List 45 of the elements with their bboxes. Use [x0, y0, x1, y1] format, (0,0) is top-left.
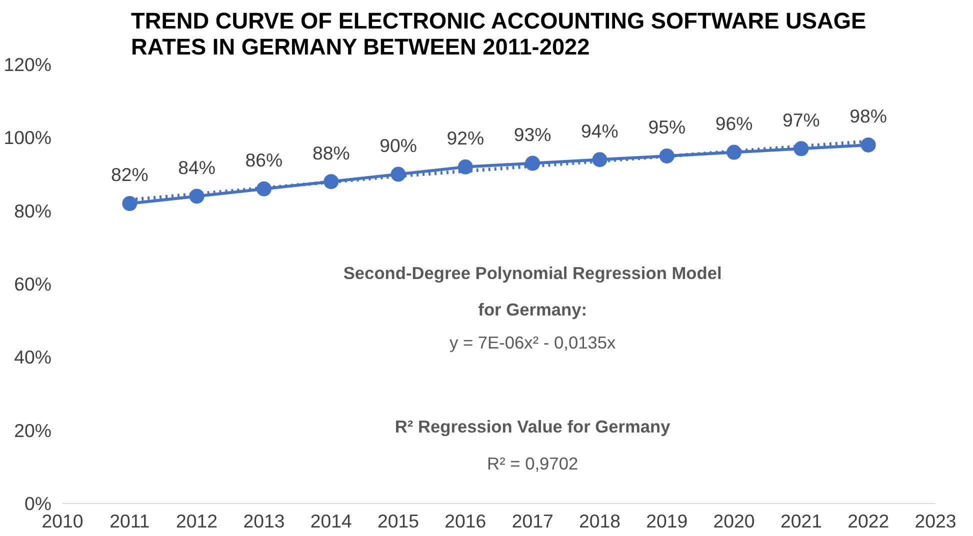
x-tick-label: 2023	[914, 510, 956, 532]
data-label: 90%	[380, 134, 417, 156]
annotation: R² = 0,9702	[487, 453, 578, 474]
data-label: 96%	[715, 113, 753, 134]
y-tick-label: 100%	[4, 127, 52, 148]
point	[659, 148, 674, 164]
data-label: 92%	[446, 128, 484, 149]
x-tick-label: 2015	[378, 510, 420, 532]
point	[122, 196, 138, 212]
point	[256, 181, 272, 196]
data-label: 97%	[782, 109, 820, 130]
annotation: y = 7E-06x² - 0,0135x	[450, 332, 616, 353]
annotation: Second-Degree Polynomial Regression Model	[343, 263, 722, 284]
x-tick-label: 2017	[512, 510, 554, 532]
data-label: 84%	[178, 156, 216, 178]
x-tick-label: 2021	[780, 510, 822, 532]
x-tick-label: 2020	[713, 510, 755, 532]
point	[324, 174, 339, 190]
point	[860, 137, 876, 152]
x-tick-label: 2012	[176, 510, 218, 532]
data-label: 86%	[245, 150, 283, 171]
data-label: 94%	[581, 120, 618, 142]
point	[525, 156, 540, 171]
annotation: R² Regression Value for Germany	[394, 416, 671, 437]
data-label: 93%	[514, 124, 552, 145]
x-tick-label: 2013	[243, 510, 285, 532]
point	[458, 159, 473, 174]
data-label: 88%	[312, 142, 350, 164]
data-label: 98%	[850, 106, 888, 127]
x-tick-label: 2022	[848, 510, 890, 532]
chart-title: TREND CURVE OF ELECTRONIC ACCOUNTING SOFTWARE USAGE RATES IN GERMANY BETWEEN 2011-2022	[131, 8, 866, 60]
annotation: for Germany:	[478, 300, 587, 320]
x-tick-label: 2018	[578, 510, 620, 532]
y-tick-label: 120%	[4, 54, 52, 75]
x-tick-label: 2014	[310, 510, 352, 532]
y-tick-label: 80%	[14, 200, 52, 222]
x-tick-label: 2019	[646, 510, 688, 532]
point	[592, 152, 608, 168]
y-tick-label: 60%	[14, 274, 52, 294]
data-label: 95%	[648, 116, 686, 138]
y-tick-label: 20%	[14, 420, 52, 441]
data-label: 82%	[110, 164, 148, 186]
x-tick-label: 2011	[110, 510, 150, 532]
y-tick-label: 40%	[14, 346, 52, 368]
x-tick-label: 2016	[444, 510, 486, 532]
